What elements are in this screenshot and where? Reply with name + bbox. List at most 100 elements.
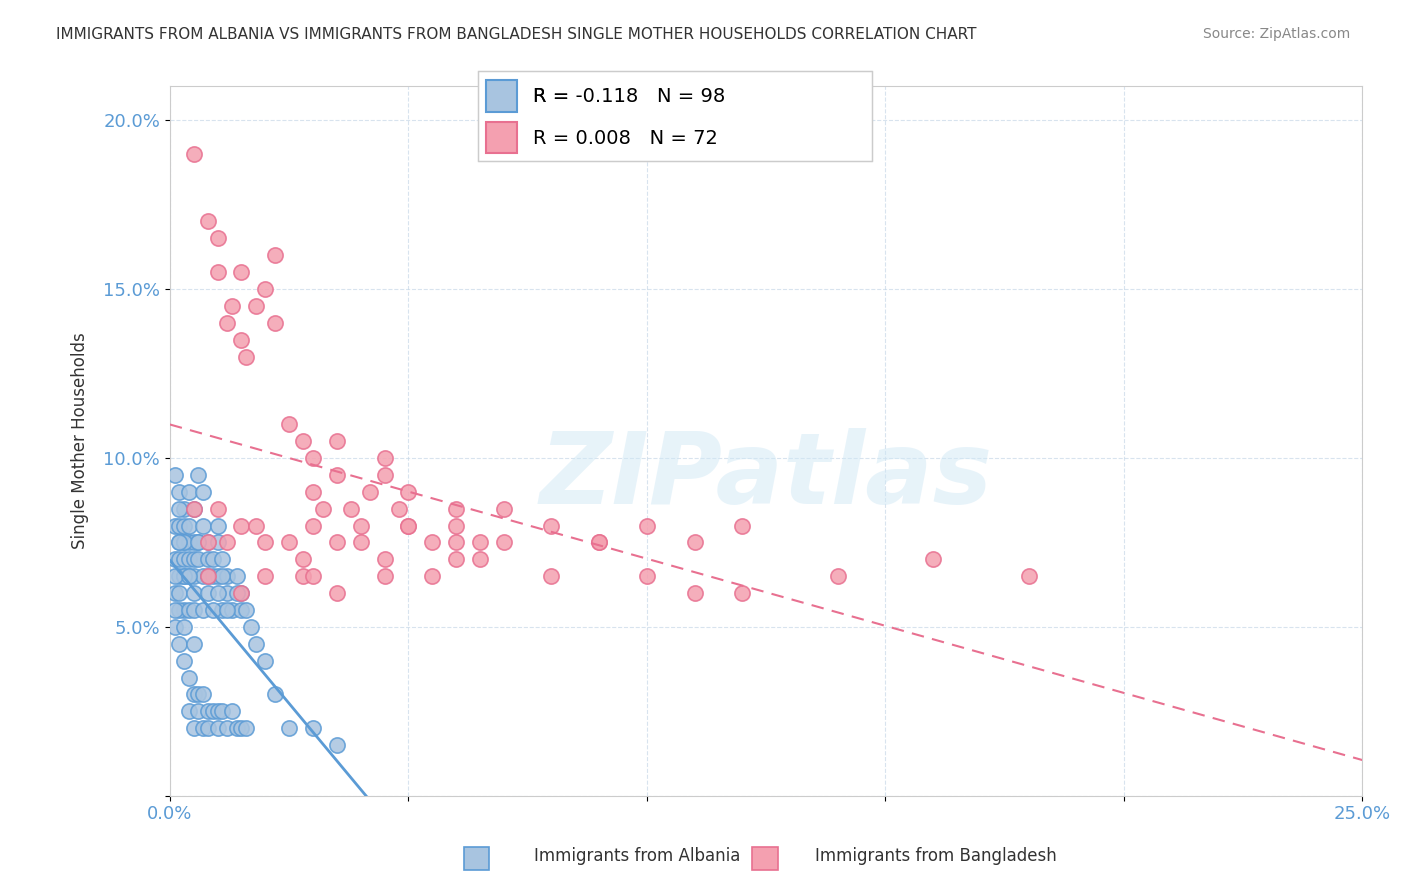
Point <box>197 535 219 549</box>
Point <box>225 721 247 735</box>
Point <box>922 552 945 566</box>
Point <box>169 501 191 516</box>
Point <box>388 501 411 516</box>
Point <box>468 552 491 566</box>
Point <box>207 231 229 245</box>
Point <box>492 501 515 516</box>
Point <box>278 417 301 432</box>
Point <box>235 721 257 735</box>
Point <box>588 535 610 549</box>
Point <box>197 569 219 583</box>
Point <box>292 569 315 583</box>
Point <box>211 704 233 718</box>
Point <box>302 450 325 465</box>
Point <box>225 569 247 583</box>
Point <box>187 535 209 549</box>
Text: Immigrants from Albania: Immigrants from Albania <box>534 847 741 865</box>
Point <box>183 501 205 516</box>
Point <box>177 569 200 583</box>
Point <box>396 518 419 533</box>
FancyBboxPatch shape <box>486 122 517 153</box>
Point <box>683 535 706 549</box>
Point <box>173 569 195 583</box>
Point <box>187 552 209 566</box>
Point <box>302 518 325 533</box>
Point <box>197 569 219 583</box>
Point <box>231 333 253 347</box>
Point <box>177 484 200 499</box>
Point <box>163 620 186 634</box>
Point <box>207 501 229 516</box>
Point <box>183 637 205 651</box>
Point <box>173 654 195 668</box>
Point <box>239 620 262 634</box>
Point <box>163 586 186 600</box>
Text: ZIPatlas: ZIPatlas <box>540 428 993 525</box>
Point <box>359 484 381 499</box>
Text: Immigrants from Bangladesh: Immigrants from Bangladesh <box>815 847 1057 865</box>
Point <box>444 501 467 516</box>
Point <box>311 501 333 516</box>
Point <box>217 586 239 600</box>
Point <box>217 721 239 735</box>
Point <box>254 654 277 668</box>
FancyBboxPatch shape <box>486 80 517 112</box>
Point <box>540 518 562 533</box>
Point <box>326 434 349 448</box>
Point <box>340 501 363 516</box>
Point <box>350 535 373 549</box>
Point <box>217 603 239 617</box>
Point <box>163 603 186 617</box>
Point <box>235 603 257 617</box>
Point <box>177 552 200 566</box>
Point <box>373 552 395 566</box>
Point <box>292 434 315 448</box>
Point <box>245 518 267 533</box>
Point <box>207 704 229 718</box>
Point <box>396 484 419 499</box>
Text: Source: ZipAtlas.com: Source: ZipAtlas.com <box>1202 27 1350 41</box>
Point <box>254 535 277 549</box>
Point <box>326 586 349 600</box>
Point <box>169 535 191 549</box>
Point <box>163 467 186 482</box>
Point <box>207 518 229 533</box>
Point <box>207 721 229 735</box>
Point <box>169 637 191 651</box>
Point <box>177 704 200 718</box>
Point <box>183 147 205 161</box>
Point <box>193 518 215 533</box>
Point <box>169 586 191 600</box>
Point <box>211 569 233 583</box>
Point <box>173 603 195 617</box>
Point <box>231 586 253 600</box>
Point <box>231 265 253 279</box>
Point <box>231 518 253 533</box>
Point <box>373 467 395 482</box>
Point <box>187 704 209 718</box>
Point <box>444 552 467 566</box>
Point <box>225 586 247 600</box>
Point <box>420 569 443 583</box>
Point <box>169 603 191 617</box>
Point <box>302 484 325 499</box>
Point <box>173 518 195 533</box>
Point <box>173 552 195 566</box>
Y-axis label: Single Mother Households: Single Mother Households <box>72 333 89 549</box>
Point <box>444 535 467 549</box>
Point <box>263 687 285 701</box>
Text: R =: R = <box>533 87 575 106</box>
Point <box>201 603 224 617</box>
Point <box>326 738 349 752</box>
Point <box>468 535 491 549</box>
Point <box>731 518 754 533</box>
Text: R = 0.008   N = 72: R = 0.008 N = 72 <box>533 128 718 148</box>
Point <box>231 721 253 735</box>
Point <box>173 535 195 549</box>
Point <box>197 552 219 566</box>
Point <box>197 704 219 718</box>
Point <box>211 603 233 617</box>
Point <box>492 535 515 549</box>
Point <box>217 535 239 549</box>
Point <box>197 586 219 600</box>
